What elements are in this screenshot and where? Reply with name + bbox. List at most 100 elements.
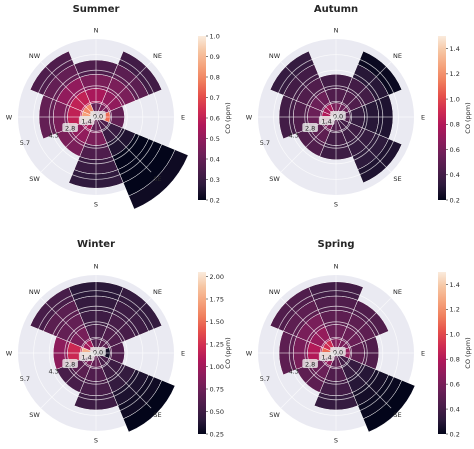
radial-tick-label: 5.7 (260, 375, 270, 383)
direction-label-s: S (334, 201, 338, 209)
radial-tick-label: 5.7 (260, 139, 270, 147)
colorbar: 0.2 0.3 0.4 0.5 0.6 0.7 0.8 0.9 1.0 CO (ppm) (198, 32, 232, 204)
colorbar-tick-label: 1.0 (210, 32, 220, 40)
colorbar-label: CO (ppm) (224, 337, 232, 368)
polar-panel-autumn: AutumnNNEESESSWWNW0.01.42.84.35.70.20.40… (246, 4, 472, 209)
radial-tick-label: 1.4 (321, 353, 331, 361)
colorbar-tick-label: 0.75 (210, 385, 224, 393)
direction-label-n: N (94, 27, 99, 35)
colorbar-tick-label: 0.4 (210, 155, 220, 163)
direction-label-w: W (246, 350, 253, 358)
radial-tick-label: 5.7 (20, 139, 30, 147)
radial-tick-label: 1.4 (81, 117, 91, 125)
direction-label-ne: NE (393, 288, 402, 296)
radial-label-box (318, 351, 335, 361)
colorbar-gradient (438, 36, 446, 200)
grid-spoke (95, 61, 152, 118)
colorbar-tick-label: 0.4 (450, 405, 460, 413)
colorbar-tick-label: 1.2 (450, 70, 460, 78)
direction-label-e: E (421, 350, 425, 358)
direction-label-se: SE (393, 411, 401, 419)
colorbar-tick-label: 1.75 (210, 295, 224, 303)
radial-label-box (78, 351, 95, 361)
direction-label-se: SE (153, 175, 161, 183)
grid-spoke (95, 352, 152, 409)
radial-tick-label: 1.4 (81, 353, 91, 361)
colorbar-tick-label: 0.50 (210, 408, 224, 416)
radial-label-box (62, 122, 78, 132)
direction-label-w: W (246, 114, 253, 122)
direction-label-n: N (334, 263, 339, 271)
radial-tick-label: 4.3 (48, 131, 58, 139)
direction-label-se: SE (393, 175, 401, 183)
colorbar-gradient (438, 272, 446, 434)
grid-spoke (335, 352, 392, 409)
radial-tick-label: 0.0 (333, 112, 343, 120)
colorbar-tick-label: 0.3 (210, 176, 220, 184)
grid-spoke (95, 116, 152, 173)
chart-title: Autumn (314, 4, 358, 15)
colorbar-tick-label: 0.6 (450, 380, 460, 388)
chart-title: Spring (318, 239, 355, 250)
direction-label-ne: NE (393, 52, 402, 60)
radial-tick-label: 0.0 (333, 348, 343, 356)
grid-spoke (40, 297, 97, 354)
colorbar-tick-label: 0.2 (210, 196, 220, 204)
grid-spoke (335, 116, 392, 173)
radial-tick-label: 2.8 (65, 124, 75, 132)
polar-panel-winter: Winter N NE E SE S SW W NW 0.01.4 2.8 4.3 5.7 0.25 0.5… (6, 239, 232, 445)
colorbar-tick-label: 1.4 (450, 45, 460, 53)
grid-spoke (280, 61, 337, 118)
colorbar: 0.25 0.50 0.75 1.00 1.25 1.50 1.75 2.00 CO (ppm) (198, 272, 232, 438)
direction-label-e: E (421, 114, 425, 122)
direction-label-se: SE (153, 411, 161, 419)
colorbar-tick-label: 1.2 (450, 306, 460, 314)
radial-tick-label: 5.7 (20, 375, 30, 383)
direction-label-sw: SW (29, 175, 40, 183)
colorbar: 0.2 0.4 0.6 0.8 1.0 1.2 1.4 CO (ppm) (438, 36, 472, 204)
colorbar-tick-label: 1.00 (210, 363, 224, 371)
direction-label-nw: NW (29, 288, 41, 296)
bar-segment (128, 149, 189, 210)
radial-tick-label: 2.8 (305, 124, 315, 132)
grid-spoke (40, 352, 97, 409)
colorbar-tick-label: 1.25 (210, 340, 224, 348)
direction-label-nw: NW (29, 52, 41, 60)
radial-tick-label: 0.0 (93, 112, 103, 120)
colorbar-gradient (198, 36, 206, 200)
colorbar-tick-label: 0.8 (210, 73, 220, 81)
radial-label-box (302, 358, 318, 368)
colorbar-tick-label: 0.2 (450, 430, 460, 438)
colorbar-tick-label: 0.6 (210, 114, 220, 122)
direction-label-nw: NW (269, 288, 281, 296)
radial-tick-label: 1.4 (321, 117, 331, 125)
direction-label-n: N (94, 263, 99, 271)
colorbar-tick-label: 1.0 (450, 95, 460, 103)
radial-tick-label: 4.3 (288, 367, 298, 375)
chart-title: Summer (73, 4, 120, 15)
direction-label-sw: SW (269, 411, 280, 419)
radial-label-box (302, 122, 318, 132)
grid-spoke (280, 297, 337, 354)
colorbar-tick-label: 0.8 (450, 356, 460, 364)
polar-panel-spring: SpringNNEESESSWWNW0.01.42.84.35.70.20.40… (246, 239, 472, 445)
radial-tick-label: 2.8 (305, 360, 315, 368)
colorbar-tick-label: 1.50 (210, 318, 224, 326)
direction-label-nw: NW (269, 52, 281, 60)
colorbar-tick-label: 2.00 (210, 273, 224, 281)
colorbar-tick-label: 0.2 (450, 196, 460, 204)
colorbar-tick-label: 0.5 (210, 135, 220, 143)
colorbar-tick-label: 0.7 (210, 94, 220, 102)
grid-spoke (335, 61, 392, 118)
radial-label-box (78, 115, 95, 125)
colorbar-tick-label: 1.4 (450, 281, 460, 289)
direction-label-s: S (94, 201, 98, 209)
polar-panel-summer: SummerNNEESESSWWNW0.01.42.84.35.70.20.30… (6, 4, 232, 210)
radial-tick-label: 2.8 (65, 360, 75, 368)
colorbar-tick-label: 0.4 (450, 171, 460, 179)
grid-spoke (280, 352, 337, 409)
colorbar-tick-label: 0.9 (210, 53, 220, 61)
radial-tick-label: 4.3 (48, 367, 58, 375)
colorbar-tick-label: 0.25 (210, 430, 224, 438)
